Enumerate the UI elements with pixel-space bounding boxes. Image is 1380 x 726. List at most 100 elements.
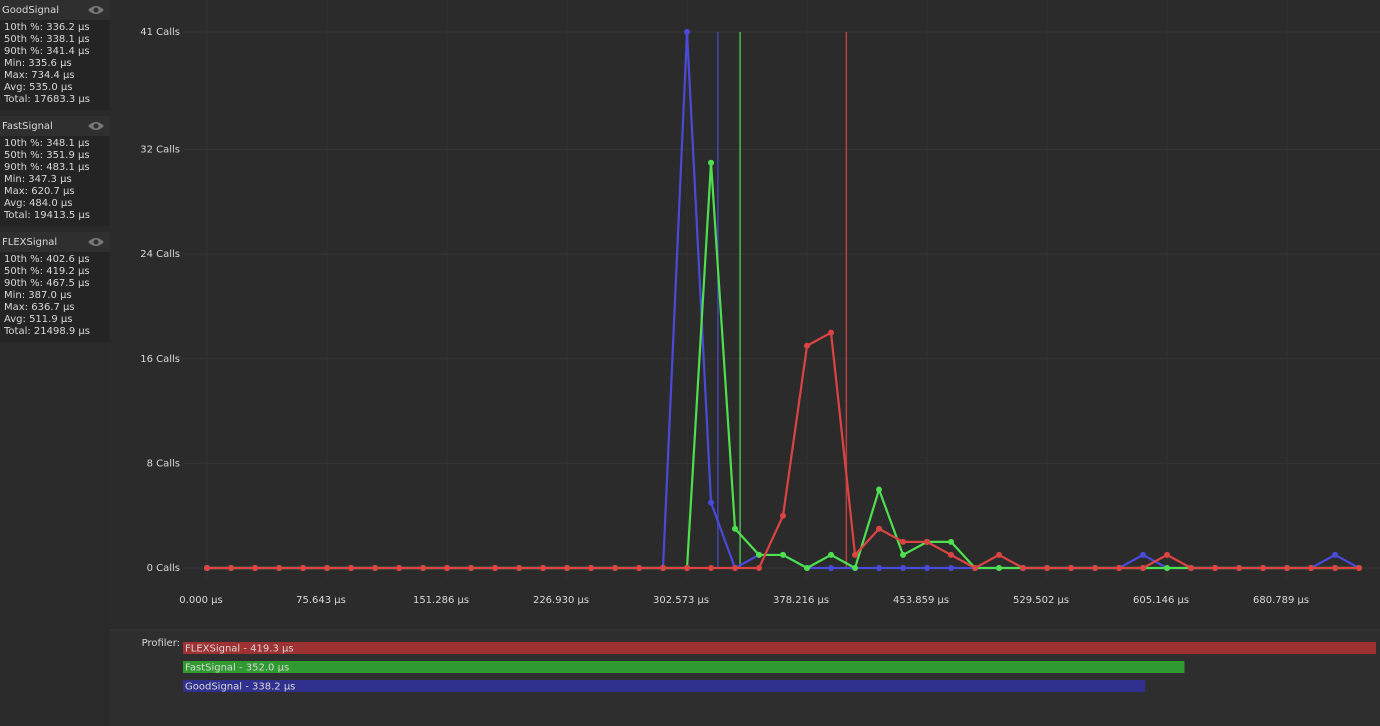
group-header	[0, 0, 110, 20]
data-point	[372, 565, 379, 571]
data-point	[1188, 565, 1195, 571]
data-point	[444, 565, 451, 571]
x-tick-label: 529.502 µs	[1013, 595, 1069, 606]
data-point	[948, 551, 955, 558]
visibility-toggle[interactable]	[88, 238, 104, 246]
profiler-bar	[183, 661, 1185, 673]
x-tick-label: 302.573 µs	[653, 595, 709, 606]
profiler-bar-label: FLEXSignal - 419.3 µs	[185, 644, 294, 655]
stats-box	[0, 136, 110, 226]
x-tick-label: 226.930 µs	[533, 595, 589, 606]
x-tick-label: 453.859 µs	[893, 595, 949, 606]
stat-line: 90th %: 467.5 µs	[4, 278, 90, 289]
data-point	[804, 565, 811, 571]
profiler-bar-label: FastSignal - 352.0 µs	[185, 663, 289, 674]
data-point	[204, 565, 210, 571]
y-tick-label: 41 Calls	[140, 27, 180, 38]
stat-line: Max: 620.7 µs	[4, 186, 75, 197]
data-point	[588, 565, 595, 571]
data-point	[876, 486, 883, 493]
x-tick-label: 378.216 µs	[773, 595, 829, 606]
stat-line: Min: 347.3 µs	[4, 174, 72, 185]
data-point	[756, 551, 763, 558]
data-point	[324, 565, 331, 571]
data-point	[1284, 565, 1291, 571]
data-point	[972, 565, 979, 571]
data-point	[228, 565, 235, 571]
data-point	[924, 565, 931, 571]
data-point	[1164, 551, 1171, 558]
data-point	[1020, 565, 1027, 571]
visibility-toggle[interactable]	[88, 6, 104, 14]
data-point	[1236, 565, 1243, 571]
stat-line: 50th %: 338.1 µs	[4, 34, 90, 45]
data-point	[1332, 565, 1339, 571]
data-point	[828, 329, 835, 336]
data-point	[900, 551, 907, 558]
data-point	[1092, 565, 1099, 571]
data-point	[732, 565, 739, 571]
eye-icon[interactable]	[93, 123, 99, 129]
visibility-toggle[interactable]	[88, 122, 104, 130]
data-point	[900, 538, 907, 545]
data-point	[396, 565, 403, 571]
group-name: FLEXSignal	[2, 237, 57, 248]
data-point	[804, 342, 811, 349]
data-point	[708, 159, 715, 166]
y-tick-label: 0 Calls	[147, 563, 180, 574]
data-point	[948, 538, 955, 545]
data-point	[660, 565, 667, 571]
data-point	[1140, 551, 1147, 558]
x-tick-label: 151.286 µs	[413, 595, 469, 606]
eye-icon[interactable]	[93, 239, 99, 245]
data-point	[1308, 565, 1315, 571]
data-point	[516, 565, 523, 571]
stat-line: Min: 387.0 µs	[4, 290, 72, 301]
data-point	[1332, 551, 1339, 558]
data-point	[1044, 565, 1051, 571]
data-point	[564, 565, 571, 571]
profiler-bar-label: GoodSignal - 338.2 µs	[185, 682, 295, 693]
profiler-title: Profiler:	[142, 638, 180, 649]
data-point	[1068, 565, 1075, 571]
y-tick-label: 24 Calls	[140, 249, 180, 260]
x-tick-label: 680.789 µs	[1253, 595, 1309, 606]
group-header	[0, 232, 110, 252]
stat-line: 90th %: 483.1 µs	[4, 162, 90, 173]
data-point	[420, 565, 427, 571]
data-point	[492, 565, 499, 571]
data-point	[996, 551, 1003, 558]
data-point	[612, 565, 619, 571]
y-tick-label: 8 Calls	[147, 458, 180, 469]
stat-line: 10th %: 402.6 µs	[4, 254, 90, 265]
data-point	[756, 565, 763, 571]
data-point	[852, 565, 859, 571]
data-point	[828, 551, 835, 558]
data-point	[708, 499, 715, 506]
stat-line: Max: 636.7 µs	[4, 302, 75, 313]
data-point	[540, 565, 547, 571]
data-point	[684, 29, 691, 35]
stat-line: Avg: 535.0 µs	[4, 82, 72, 93]
stat-line: 90th %: 341.4 µs	[4, 46, 90, 57]
data-point	[780, 512, 787, 519]
data-point	[1260, 565, 1267, 571]
data-point	[1116, 565, 1123, 571]
data-point	[708, 565, 715, 571]
data-point	[996, 565, 1003, 571]
group-header	[0, 116, 110, 136]
y-tick-label: 16 Calls	[140, 354, 180, 365]
stat-line: Max: 734.4 µs	[4, 70, 75, 81]
data-point	[948, 565, 955, 571]
profiler-bar	[183, 642, 1376, 654]
y-tick-label: 32 Calls	[140, 145, 180, 156]
data-point	[828, 565, 835, 571]
eye-icon[interactable]	[93, 7, 99, 13]
data-point	[900, 565, 907, 571]
data-point	[252, 565, 259, 571]
stat-line: Min: 335.6 µs	[4, 58, 72, 69]
data-point	[468, 565, 475, 571]
stat-line: Avg: 511.9 µs	[4, 314, 72, 325]
